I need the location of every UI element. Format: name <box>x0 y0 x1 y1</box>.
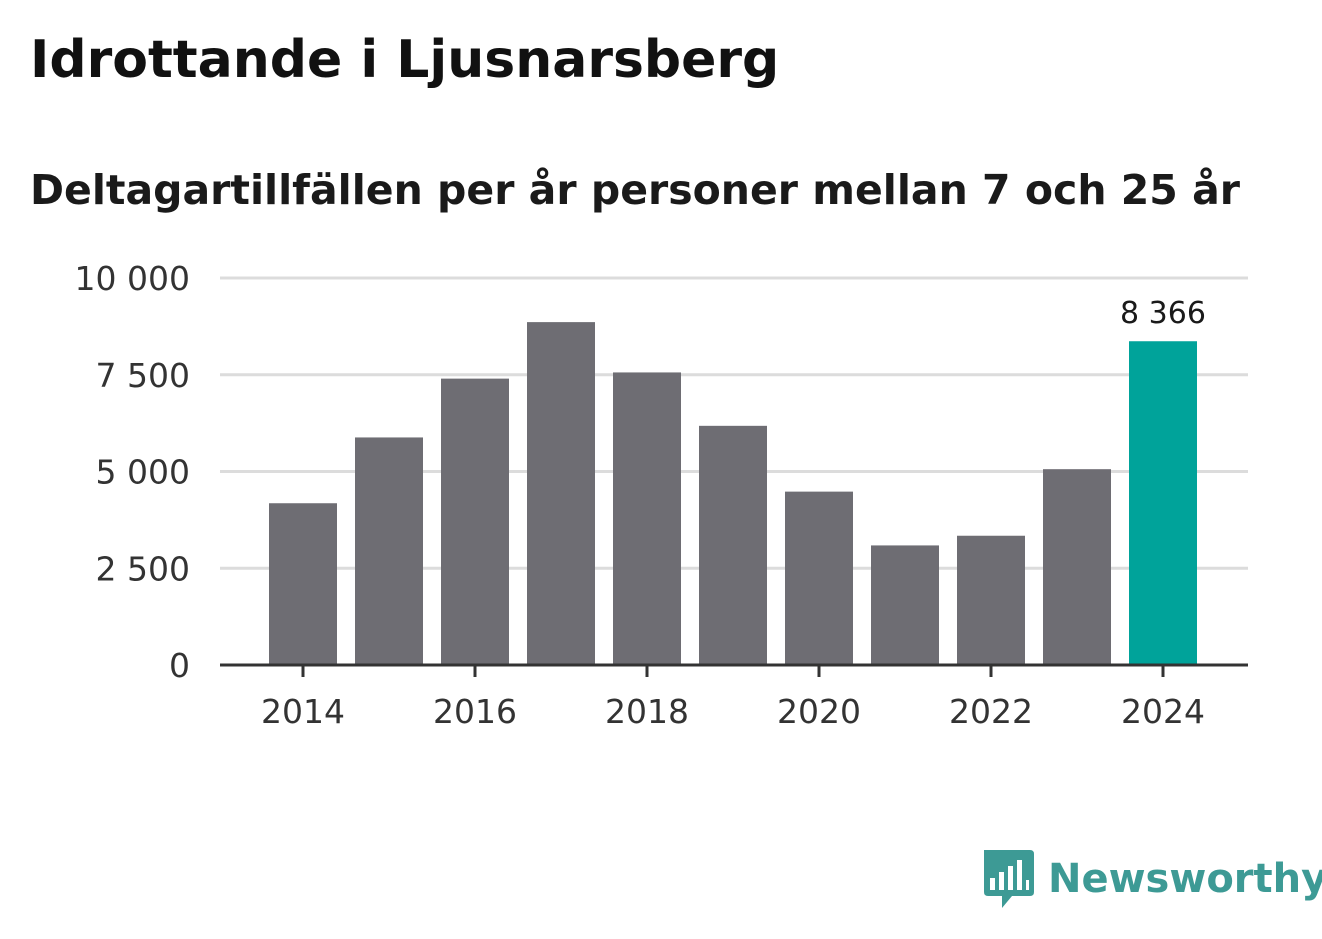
x-axis: 2014 2016 2018 2020 2022 2024 <box>220 663 1248 731</box>
bar-2020 <box>785 491 853 665</box>
bar-2024 <box>1129 341 1197 665</box>
y-tick-label: 0 <box>169 646 190 685</box>
x-tick-label: 2014 <box>261 692 345 731</box>
y-tick-label: 2 500 <box>96 549 190 588</box>
bar-2022 <box>957 535 1025 665</box>
chart-subtitle: Deltagartillfällen per år personer mella… <box>30 166 1241 214</box>
brand-name: Newsworthy <box>1048 856 1322 902</box>
y-tick-label: 7 500 <box>96 356 190 395</box>
bar-2016 <box>441 378 509 665</box>
bar-2018 <box>613 372 681 665</box>
data-label-2024: 8 366 <box>1120 296 1206 331</box>
bar-2019 <box>699 425 767 665</box>
bar-2021 <box>871 545 939 665</box>
y-tick-label: 5 000 <box>96 453 190 492</box>
x-tick-label: 2018 <box>605 692 689 731</box>
x-tick-label: 2016 <box>433 692 517 731</box>
bars <box>269 322 1197 665</box>
bar-chart-speech-icon <box>984 850 1034 908</box>
y-axis-ticks: 0 2 500 5 000 7 500 10 000 <box>75 259 190 685</box>
x-tick-label: 2020 <box>777 692 861 731</box>
brand-logo: Newsworthy <box>980 848 1322 910</box>
bar-2014 <box>269 503 337 665</box>
bar-2017 <box>527 322 595 665</box>
data-labels: 8 366 <box>1120 296 1206 331</box>
bar-2023 <box>1043 469 1111 665</box>
x-tick-label: 2024 <box>1121 692 1205 731</box>
y-tick-label: 10 000 <box>75 259 190 298</box>
chart-title: Idrottande i Ljusnarsberg <box>30 30 780 90</box>
bar-2015 <box>355 437 423 665</box>
x-tick-label: 2022 <box>949 692 1033 731</box>
